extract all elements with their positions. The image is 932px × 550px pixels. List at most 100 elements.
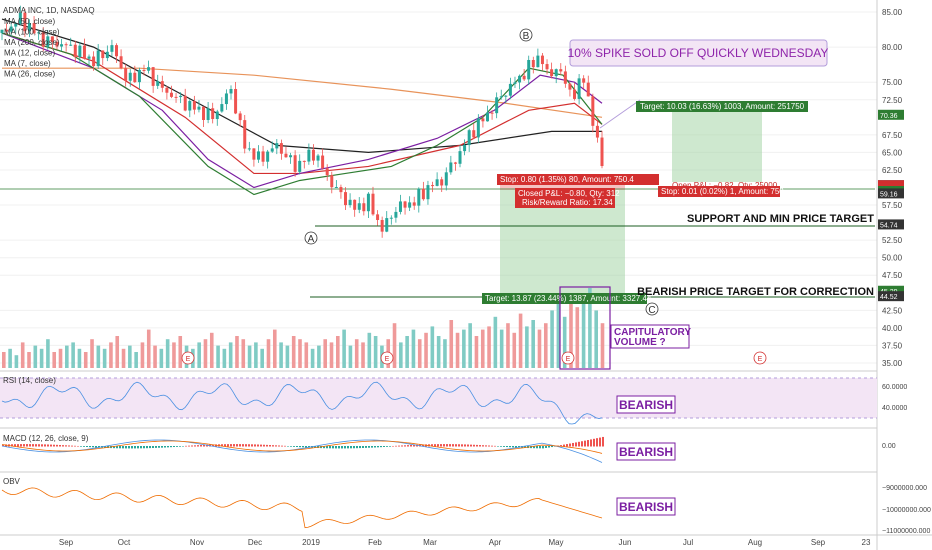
macd-bar bbox=[524, 446, 526, 448]
macd-bar bbox=[164, 446, 166, 448]
macd-bar bbox=[146, 446, 148, 449]
volume-bar bbox=[71, 342, 75, 368]
candle-body bbox=[105, 51, 109, 59]
candle-body bbox=[357, 203, 361, 210]
candle-body bbox=[389, 217, 393, 219]
candle-body bbox=[96, 50, 100, 67]
volume-bar bbox=[172, 342, 176, 368]
volume-bar bbox=[480, 329, 485, 368]
wave-c-label: C bbox=[648, 305, 655, 316]
candle-body bbox=[417, 188, 421, 206]
candle-body bbox=[206, 108, 210, 120]
macd-bar bbox=[131, 446, 133, 449]
price-tag-label: 44.52 bbox=[880, 294, 898, 301]
candle-body bbox=[69, 44, 73, 46]
macd-bar bbox=[392, 445, 394, 447]
macd-bar bbox=[506, 446, 508, 448]
candle-body bbox=[243, 120, 247, 149]
macd-bar bbox=[539, 446, 541, 449]
candle-body bbox=[60, 44, 64, 47]
candle-body bbox=[82, 45, 86, 59]
volume-bar bbox=[594, 310, 598, 368]
volume-bar bbox=[121, 348, 126, 368]
volume-bar bbox=[525, 326, 529, 368]
macd-bar bbox=[542, 446, 544, 449]
macd-bar bbox=[206, 444, 208, 447]
candle-body bbox=[220, 104, 224, 112]
candle-body bbox=[366, 193, 370, 212]
candle-body bbox=[485, 112, 489, 122]
macd-bar bbox=[260, 444, 262, 447]
candle-body bbox=[23, 12, 27, 32]
volume-bar bbox=[537, 329, 542, 368]
price-axis: 85.00 80.00 75.00 72.50 67.50 65.00 62.50 57.50… bbox=[882, 8, 903, 368]
price-tag bbox=[878, 219, 904, 230]
candle-body bbox=[142, 69, 146, 71]
macd-bar bbox=[323, 446, 325, 449]
candle-body bbox=[179, 95, 183, 98]
volume-bar bbox=[550, 310, 554, 368]
y-tick-label: 67.50 bbox=[882, 131, 903, 140]
candle-body bbox=[298, 160, 302, 172]
macd-bar bbox=[50, 444, 52, 447]
y-tick-label: 75.00 bbox=[882, 78, 903, 87]
volume-bar bbox=[77, 348, 82, 368]
volume-bar bbox=[14, 355, 19, 368]
capitulatory-text: CAPITULATORY VOLUME ? bbox=[614, 327, 691, 348]
candle-body bbox=[302, 160, 306, 162]
candle-body bbox=[133, 72, 137, 83]
candle-body bbox=[73, 44, 77, 58]
candle-body bbox=[586, 82, 590, 97]
volume-bar bbox=[298, 339, 302, 368]
macd-bar bbox=[326, 446, 328, 449]
volume-bar bbox=[272, 329, 277, 368]
macd-bar bbox=[485, 445, 487, 447]
candle-body bbox=[229, 88, 233, 94]
macd-bar bbox=[545, 446, 547, 448]
macd-bar bbox=[116, 446, 118, 449]
macd-bar bbox=[80, 446, 82, 447]
macd-bar bbox=[26, 444, 28, 447]
macd-bar bbox=[92, 446, 94, 448]
macd-bar bbox=[497, 446, 499, 447]
macd-bar bbox=[227, 444, 229, 447]
macd-bar bbox=[404, 445, 406, 447]
macd-bar bbox=[338, 446, 340, 449]
macd-bar bbox=[305, 446, 307, 448]
candle-body bbox=[531, 59, 535, 68]
macd-bar bbox=[182, 446, 184, 447]
candle-body bbox=[41, 32, 45, 47]
macd-bar bbox=[140, 446, 142, 449]
macd-bar bbox=[452, 444, 454, 447]
volume-bar bbox=[348, 345, 353, 368]
macd-bar bbox=[53, 444, 55, 447]
macd-bar bbox=[548, 446, 550, 448]
macd-bar bbox=[56, 444, 58, 447]
candle-body bbox=[495, 97, 499, 114]
wave-a-label: A bbox=[308, 234, 315, 245]
macd-bar bbox=[173, 446, 175, 448]
candle-body bbox=[215, 111, 219, 120]
macd-bar bbox=[596, 438, 598, 447]
macd-bar bbox=[560, 445, 562, 447]
macd-bar bbox=[122, 446, 124, 449]
ma-line bbox=[1, 32, 603, 189]
volume-bar bbox=[52, 352, 57, 368]
macd-bar bbox=[572, 442, 574, 447]
macd-bar bbox=[269, 445, 271, 447]
candle-body bbox=[540, 55, 544, 65]
macd-bar bbox=[464, 444, 466, 447]
candle-body bbox=[600, 137, 604, 167]
sub-tick-label: 40.0000 bbox=[882, 405, 907, 412]
price-tag bbox=[878, 291, 904, 302]
volume-bar bbox=[165, 339, 170, 368]
macd-bar bbox=[134, 446, 136, 449]
rr-label: Risk/Reward Ratio: 17.34 bbox=[522, 198, 613, 207]
macd-bar bbox=[224, 444, 226, 447]
macd-line bbox=[1, 439, 603, 463]
macd-bar bbox=[281, 445, 283, 447]
macd-bar bbox=[578, 441, 580, 447]
candle-body bbox=[238, 113, 242, 121]
y-tick-label: 85.00 bbox=[882, 8, 903, 17]
candle-body bbox=[224, 93, 228, 105]
